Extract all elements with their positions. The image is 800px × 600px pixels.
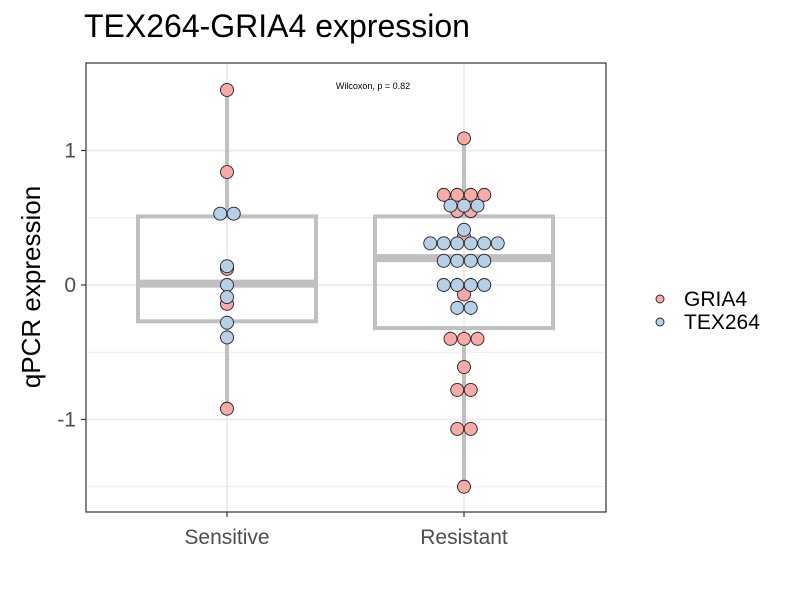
data-point-gria4 (443, 331, 458, 346)
data-point-tex264 (463, 278, 478, 292)
data-point-tex264 (450, 278, 465, 292)
data-point-tex264 (463, 253, 478, 268)
data-point-tex264 (477, 253, 492, 268)
data-point-tex264 (226, 206, 241, 221)
data-point-tex264 (220, 259, 234, 274)
data-point-tex264 (450, 236, 465, 251)
wilcoxon-annotation: Wilcoxon, p = 0.82 (336, 81, 410, 91)
point-layer (213, 83, 505, 494)
data-point-tex264 (490, 236, 505, 251)
data-point-gria4 (463, 421, 478, 436)
data-point-tex264 (457, 198, 471, 213)
x-tick-label-sensitive: Sensitive (184, 526, 269, 549)
data-point-gria4 (220, 165, 234, 179)
data-point-tex264 (423, 236, 438, 251)
data-point-tex264 (463, 300, 478, 315)
data-point-gria4 (220, 401, 234, 416)
box-iqr (373, 214, 555, 331)
data-point-tex264 (220, 315, 234, 330)
legend-key-tex264 (655, 317, 665, 327)
data-point-gria4 (450, 421, 465, 436)
data-point-tex264 (477, 236, 492, 251)
chart-title: TEX264-GRIA4 expression (84, 8, 470, 44)
data-point-gria4 (457, 479, 471, 494)
data-point-tex264 (213, 206, 228, 221)
data-point-tex264 (220, 290, 234, 305)
data-point-gria4 (450, 382, 465, 397)
data-point-tex264 (436, 278, 451, 292)
data-point-tex264 (436, 236, 451, 251)
data-point-tex264 (457, 222, 471, 237)
panel-border (85, 62, 607, 513)
data-point-tex264 (477, 278, 492, 292)
axis-layer: -1 0 1 Sensitive Resistant (57, 140, 508, 550)
data-point-gria4 (463, 187, 478, 202)
data-point-gria4 (463, 382, 478, 397)
data-point-tex264 (450, 253, 465, 268)
data-point-tex264 (436, 253, 451, 268)
legend-label-gria4: GRIA4 (684, 288, 747, 311)
y-axis-label: qPCR expression (16, 186, 46, 388)
y-tick-label: 0 (64, 274, 76, 297)
data-point-tex264 (220, 278, 234, 292)
data-point-gria4 (457, 360, 471, 374)
legend-label-tex264: TEX264 (684, 311, 760, 334)
data-point-tex264 (470, 198, 485, 213)
data-point-gria4 (457, 287, 471, 302)
data-point-tex264 (463, 236, 478, 251)
data-point-gria4 (457, 131, 471, 146)
x-tick-label-resistant: Resistant (420, 526, 508, 549)
data-point-gria4 (220, 83, 234, 97)
y-tick-label: 1 (64, 140, 76, 163)
data-point-tex264 (220, 330, 234, 345)
box-layer (136, 89, 555, 487)
data-point-gria4 (477, 187, 492, 202)
data-point-gria4 (450, 187, 465, 202)
legend-key-gria4 (655, 294, 665, 304)
y-tick-label: -1 (57, 409, 76, 432)
data-point-gria4 (457, 331, 471, 346)
data-point-gria4 (436, 187, 451, 202)
data-point-tex264 (443, 198, 458, 213)
data-point-tex264 (450, 300, 465, 315)
data-point-gria4 (470, 331, 485, 346)
